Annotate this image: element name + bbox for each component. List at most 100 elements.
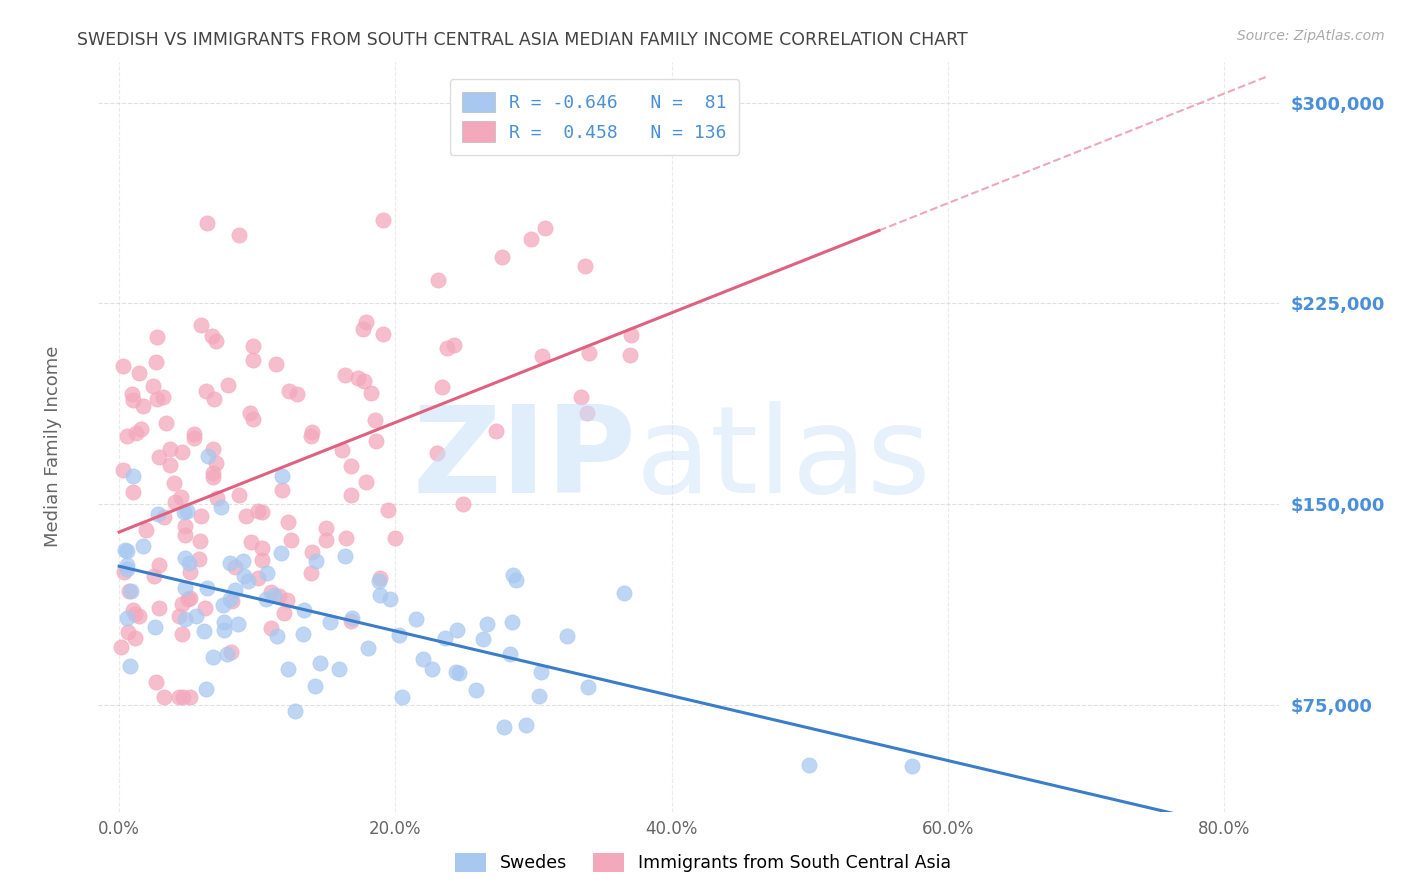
Point	[246, 571, 269, 585]
Point	[201, 470, 224, 484]
Point	[122, 392, 145, 407]
Point	[177, 556, 200, 570]
Point	[426, 446, 449, 460]
Point	[613, 586, 636, 600]
Point	[232, 554, 254, 568]
Point	[405, 612, 427, 626]
Point	[153, 690, 176, 704]
Point	[354, 475, 377, 490]
Point	[155, 416, 177, 430]
Point	[190, 318, 212, 332]
Point	[446, 665, 468, 680]
Point	[122, 484, 145, 499]
Point	[125, 426, 148, 441]
Point	[277, 384, 299, 398]
Point	[360, 386, 382, 401]
Point	[118, 659, 141, 673]
Point	[505, 573, 527, 587]
Point	[259, 621, 281, 635]
Point	[217, 377, 239, 392]
Point	[451, 497, 474, 511]
Point	[173, 518, 195, 533]
Point	[527, 689, 550, 703]
Point	[499, 647, 522, 661]
Point	[193, 624, 215, 638]
Legend: R = -0.646   N =  81, R =  0.458   N = 136: R = -0.646 N = 81, R = 0.458 N = 136	[450, 79, 740, 155]
Point	[533, 220, 555, 235]
Text: SWEDISH VS IMMIGRANTS FROM SOUTH CENTRAL ASIA MEDIAN FAMILY INCOME CORRELATION C: SWEDISH VS IMMIGRANTS FROM SOUTH CENTRAL…	[77, 31, 969, 49]
Point	[412, 651, 434, 665]
Point	[146, 330, 169, 344]
Point	[304, 553, 326, 567]
Point	[228, 488, 250, 502]
Point	[354, 315, 377, 329]
Point	[575, 406, 598, 420]
Point	[128, 366, 150, 380]
Point	[292, 603, 315, 617]
Point	[264, 357, 287, 371]
Point	[172, 627, 194, 641]
Point	[368, 574, 391, 588]
Point	[464, 682, 486, 697]
Point	[174, 528, 197, 542]
Point	[366, 434, 388, 448]
Point	[299, 566, 322, 581]
Point	[578, 345, 600, 359]
Point	[212, 615, 235, 629]
Point	[112, 565, 135, 579]
Point	[172, 597, 194, 611]
Point	[174, 550, 197, 565]
Point	[159, 458, 181, 472]
Point	[194, 384, 217, 398]
Point	[110, 640, 132, 654]
Point	[309, 656, 332, 670]
Point	[235, 508, 257, 523]
Point	[301, 425, 323, 440]
Point	[224, 582, 246, 597]
Point	[124, 631, 146, 645]
Point	[201, 328, 224, 343]
Point	[901, 759, 924, 773]
Point	[145, 392, 167, 407]
Point	[167, 608, 190, 623]
Point	[204, 392, 226, 407]
Point	[368, 588, 391, 602]
Point	[197, 449, 219, 463]
Point	[271, 483, 294, 497]
Point	[502, 567, 524, 582]
Point	[352, 322, 374, 336]
Point	[569, 391, 592, 405]
Point	[117, 543, 139, 558]
Point	[115, 558, 138, 572]
Point	[252, 505, 274, 519]
Point	[152, 390, 174, 404]
Point	[247, 504, 270, 518]
Point	[263, 588, 285, 602]
Point	[340, 488, 363, 502]
Point	[276, 662, 298, 676]
Point	[159, 442, 181, 456]
Point	[266, 629, 288, 643]
Point	[209, 500, 232, 514]
Text: Source: ZipAtlas.com: Source: ZipAtlas.com	[1237, 29, 1385, 43]
Point	[194, 682, 217, 697]
Point	[195, 581, 218, 595]
Point	[422, 662, 444, 676]
Point	[128, 608, 150, 623]
Point	[148, 450, 170, 465]
Point	[328, 662, 350, 676]
Point	[576, 680, 599, 694]
Point	[201, 466, 224, 480]
Point	[179, 690, 201, 704]
Point	[212, 624, 235, 638]
Point	[174, 611, 197, 625]
Point	[173, 581, 195, 595]
Point	[515, 718, 537, 732]
Point	[115, 562, 138, 576]
Point	[188, 534, 211, 549]
Point	[447, 665, 470, 680]
Point	[315, 521, 337, 535]
Point	[530, 665, 553, 680]
Text: atlas: atlas	[636, 401, 931, 518]
Point	[115, 610, 138, 624]
